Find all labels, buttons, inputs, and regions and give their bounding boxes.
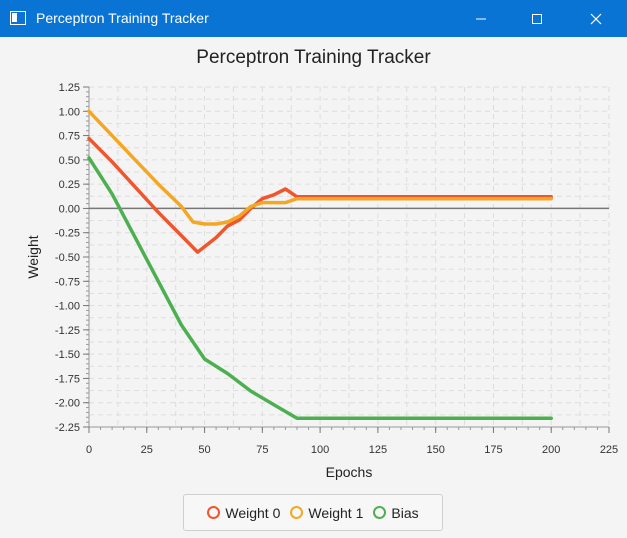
legend-label-weight-1: Weight 1 bbox=[308, 504, 364, 521]
legend-item-weight-1[interactable]: Weight 1 bbox=[290, 505, 363, 521]
y-tick-label: -0.25 bbox=[55, 228, 80, 240]
y-tick-label: -1.75 bbox=[55, 373, 80, 385]
x-tick-label: 50 bbox=[198, 444, 210, 456]
x-tick-label: 175 bbox=[484, 444, 502, 456]
y-tick-label: 0.75 bbox=[59, 131, 80, 143]
chart-legend: Weight 0 Weight 1 Bias bbox=[183, 494, 443, 531]
y-tick-label: 0.00 bbox=[59, 203, 80, 215]
x-tick-label: 125 bbox=[369, 444, 387, 456]
chart-title: Perceptron Training Tracker bbox=[196, 47, 431, 68]
y-tick-label: 0.25 bbox=[59, 179, 80, 191]
series-line-bias bbox=[87, 156, 553, 421]
title-bar[interactable]: Perceptron Training Tracker bbox=[0, 0, 627, 37]
maximize-icon bbox=[531, 13, 542, 24]
x-tick-label: 0 bbox=[86, 444, 92, 456]
y-tick-label: 0.50 bbox=[59, 155, 80, 167]
app-icon bbox=[10, 11, 26, 25]
y-tick-label: -1.50 bbox=[55, 349, 80, 361]
legend-label-weight-0: Weight 0 bbox=[225, 504, 281, 521]
series-line-weight-1 bbox=[87, 109, 553, 226]
legend-symbol-weight-0 bbox=[207, 506, 221, 519]
y-tick-label: -1.25 bbox=[55, 325, 80, 337]
x-axis-label: Epochs bbox=[326, 464, 373, 480]
x-tick-label: 225 bbox=[600, 444, 618, 456]
legend-label-bias: Bias bbox=[391, 504, 419, 521]
y-axis-label: Weight bbox=[25, 235, 41, 278]
legend-symbol-bias bbox=[373, 506, 387, 519]
legend-symbol-weight-1 bbox=[290, 506, 304, 519]
y-tick-label: 1.25 bbox=[59, 82, 80, 94]
maximize-button[interactable] bbox=[509, 0, 564, 37]
x-tick-label: 200 bbox=[542, 444, 560, 456]
x-tick-label: 25 bbox=[141, 444, 153, 456]
legend-item-bias[interactable]: Bias bbox=[373, 504, 419, 521]
legend-item-weight-0[interactable]: Weight 0 bbox=[207, 505, 280, 521]
minimize-icon bbox=[475, 18, 486, 19]
minimize-button[interactable] bbox=[453, 0, 508, 37]
y-tick-label: -0.75 bbox=[55, 276, 80, 288]
y-tick-label: 1.00 bbox=[59, 106, 80, 118]
y-tick-label: -2.00 bbox=[55, 398, 80, 410]
x-tick-label: 75 bbox=[256, 444, 268, 456]
x-tick-label: 150 bbox=[426, 444, 444, 456]
series-line-weight-0 bbox=[87, 136, 553, 254]
y-tick-label: -2.25 bbox=[55, 422, 80, 434]
close-button[interactable] bbox=[568, 0, 623, 37]
y-tick-label: -0.50 bbox=[55, 252, 80, 264]
close-icon bbox=[590, 13, 601, 24]
y-tick-label: -1.00 bbox=[55, 301, 80, 313]
x-tick-label: 100 bbox=[311, 444, 329, 456]
window-title: Perceptron Training Tracker bbox=[36, 10, 209, 26]
